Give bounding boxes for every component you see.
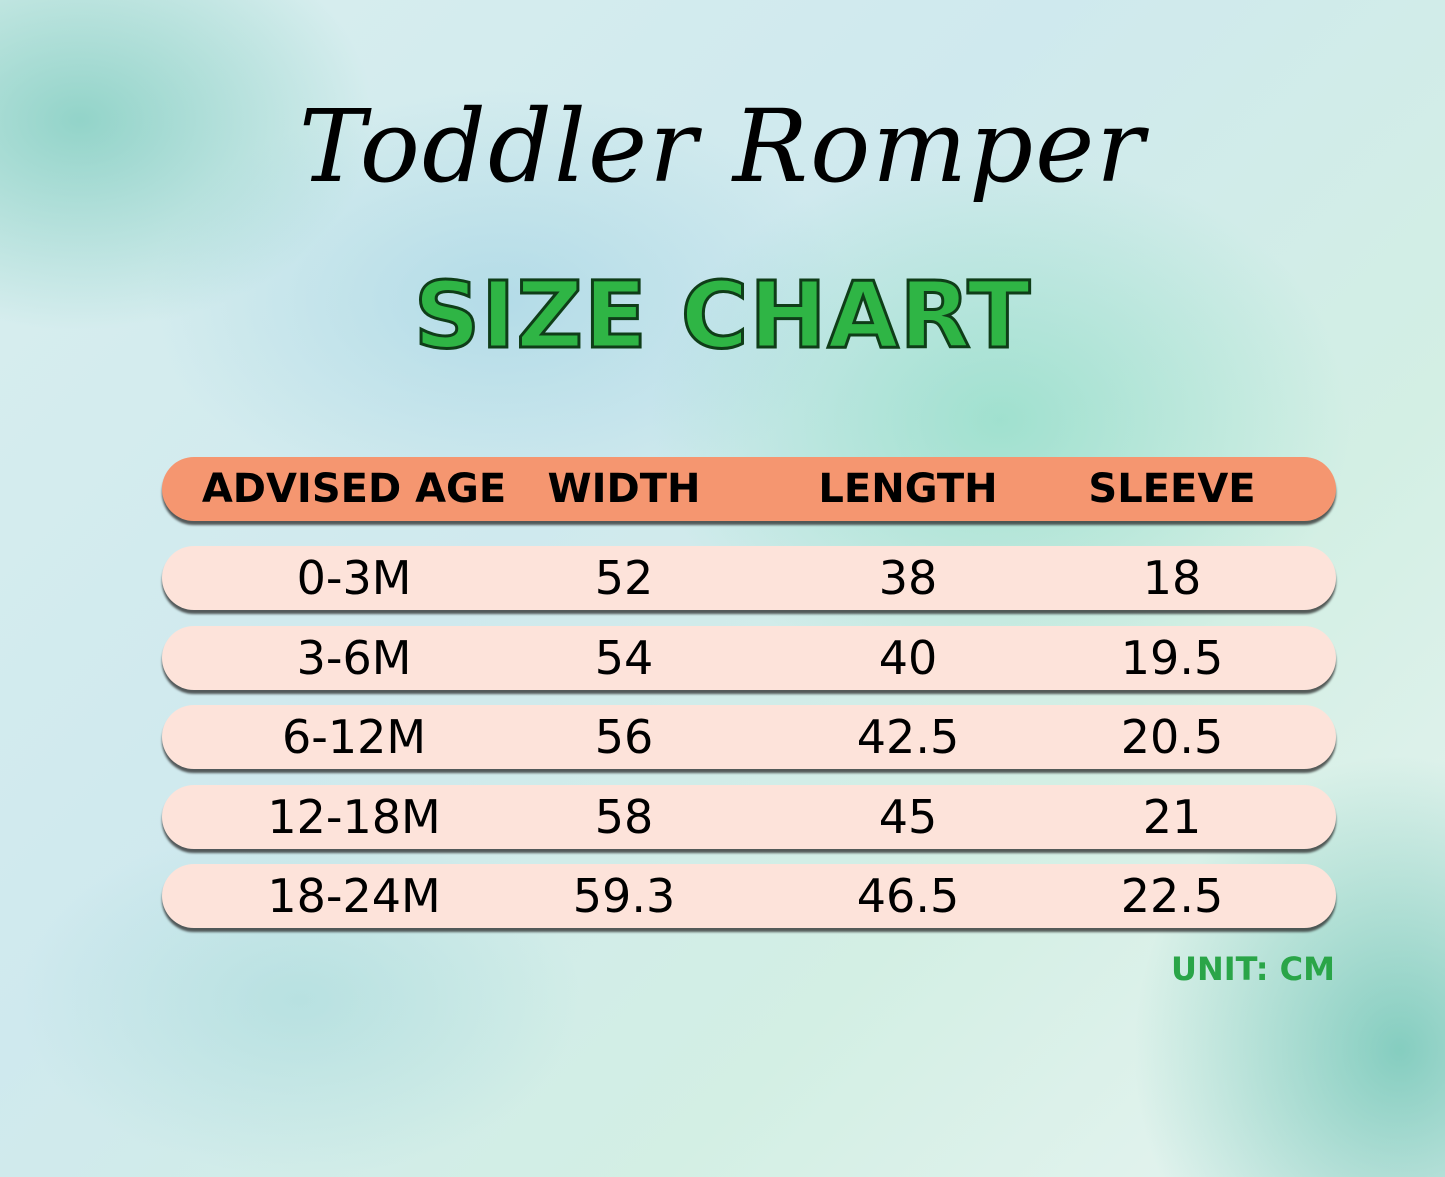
table-row: 3-6M 54 40 19.5 [162, 625, 1336, 690]
cell-width: 56 [594, 710, 654, 764]
table-row: 6-12M 56 42.5 20.5 [162, 705, 1336, 769]
cell-sleeve: 18 [1142, 551, 1202, 605]
cell-width: 52 [594, 551, 654, 605]
page-subtitle: SIZE CHART [412, 261, 1032, 371]
table-row: 12-18M 58 45 21 [162, 784, 1336, 849]
page-title: Toddler Romper [298, 88, 1147, 205]
table-header: ADVISED AGE WIDTH LENGTH SLEEVE [162, 457, 1336, 521]
cell-age: 3-6M [296, 630, 412, 685]
cell-sleeve: 21 [1142, 789, 1202, 844]
table-row: 18-24M 59.3 46.5 22.5 [162, 864, 1336, 928]
cell-width: 54 [594, 630, 654, 685]
cell-sleeve: 22.5 [1120, 869, 1224, 923]
cell-width: 59.3 [572, 869, 676, 923]
cell-length: 38 [878, 551, 938, 605]
cell-age: 12-18M [267, 789, 441, 844]
cell-age: 18-24M [267, 869, 441, 923]
cell-age: 6-12M [281, 710, 427, 764]
cell-age: 0-3M [296, 551, 412, 605]
header-length: LENGTH [818, 466, 998, 512]
cell-sleeve: 20.5 [1120, 710, 1224, 764]
cell-length: 42.5 [856, 710, 960, 764]
header-sleeve: SLEEVE [1088, 466, 1256, 512]
header-advised-age: ADVISED AGE [201, 466, 507, 512]
cell-length: 46.5 [856, 869, 960, 923]
cell-width: 58 [594, 789, 654, 844]
header-width: WIDTH [547, 466, 701, 512]
unit-label: UNIT: CM [1170, 950, 1335, 988]
cell-sleeve: 19.5 [1120, 630, 1224, 685]
cell-length: 45 [878, 789, 938, 844]
cell-length: 40 [878, 630, 938, 685]
table-row: 0-3M 52 38 18 [162, 546, 1336, 610]
